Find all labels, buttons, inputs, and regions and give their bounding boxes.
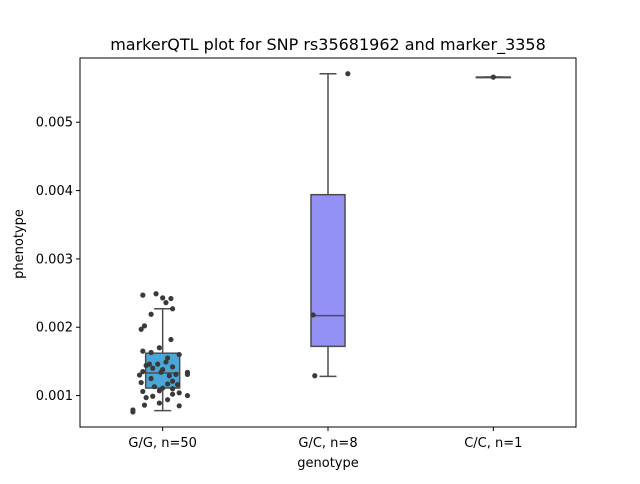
- data-point: [140, 369, 146, 375]
- data-point: [169, 391, 176, 397]
- data-point: [490, 74, 496, 80]
- x-tick-label: G/C, n=8: [298, 436, 357, 451]
- y-tick-label: 0.001: [36, 389, 73, 404]
- data-point: [158, 369, 164, 375]
- data-point: [312, 373, 318, 379]
- x-tick-label: C/C, n=1: [464, 436, 522, 451]
- data-point: [176, 351, 182, 358]
- data-point: [150, 393, 156, 399]
- data-point: [150, 365, 156, 371]
- data-point: [143, 362, 149, 369]
- data-point: [173, 371, 179, 377]
- y-tick-label: 0.002: [36, 321, 73, 336]
- y-tick-label: 0.003: [36, 252, 73, 267]
- data-point: [140, 388, 146, 395]
- data-point: [156, 388, 162, 394]
- data-point: [310, 312, 316, 318]
- data-point: [174, 382, 181, 388]
- data-point: [163, 359, 169, 365]
- data-point: [143, 395, 149, 401]
- data-point: [141, 402, 148, 408]
- data-point: [138, 326, 144, 332]
- data-point: [148, 375, 154, 382]
- data-point: [345, 71, 351, 77]
- plot-layer: 0.001 0.002 0.003 0.004 0.005 G/G, n=50 G/C, n…: [36, 71, 522, 451]
- data-point: [148, 311, 154, 317]
- data-point: [176, 390, 182, 396]
- data-point: [141, 323, 148, 329]
- x-axis-label: genotype: [297, 456, 358, 471]
- data-point: [168, 336, 174, 343]
- y-tick-label: 0.005: [36, 116, 73, 131]
- data-point: [169, 364, 176, 370]
- data-point: [148, 349, 154, 356]
- data-point: [160, 295, 166, 301]
- data-point: [163, 300, 169, 306]
- data-point: [156, 345, 162, 351]
- y-axis-label: phenotype: [12, 209, 27, 279]
- data-point: [155, 361, 161, 367]
- data-point: [169, 378, 176, 384]
- data-point: [140, 292, 146, 298]
- data-point: [165, 355, 171, 361]
- data-point: [166, 373, 172, 379]
- data-point: [138, 379, 144, 386]
- y-tick-label: 0.004: [36, 184, 73, 199]
- iqr-box: [310, 193, 346, 348]
- data-point: [165, 397, 171, 403]
- data-point: [169, 386, 176, 392]
- data-point: [130, 409, 136, 415]
- data-point: [165, 381, 171, 387]
- data-point: [168, 295, 174, 302]
- data-point: [136, 372, 143, 378]
- data-point: [184, 371, 191, 377]
- data-point: [140, 348, 146, 354]
- data-point: [156, 400, 162, 406]
- data-point: [169, 306, 176, 312]
- data-point: [151, 384, 157, 390]
- chart-title: markerQTL plot for SNP rs35681962 and ma…: [110, 35, 546, 55]
- x-tick-label: G/G, n=50: [128, 436, 196, 451]
- data-point: [184, 392, 191, 399]
- data-point: [153, 291, 159, 297]
- plot-frame: [79, 57, 577, 428]
- data-point: [176, 403, 182, 409]
